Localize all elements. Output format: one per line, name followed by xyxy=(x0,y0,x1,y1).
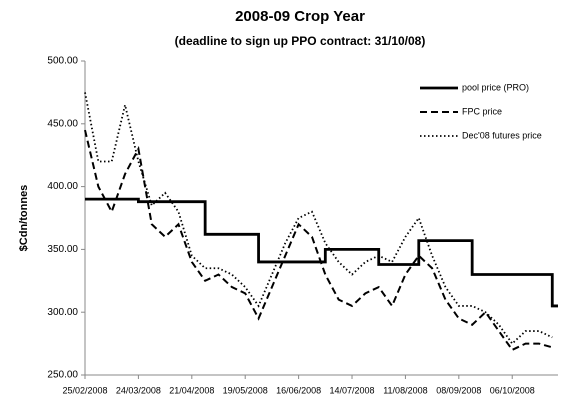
series-line xyxy=(85,197,558,308)
x-tick-label: 14/07/2008 xyxy=(329,385,374,395)
y-tick-label: 250.00 xyxy=(47,370,78,381)
y-tick-label: 500.00 xyxy=(47,56,78,67)
x-tick-label: 08/09/2008 xyxy=(436,385,481,395)
chart-subtitle: (deadline to sign up PPO contract: 31/10… xyxy=(175,34,426,48)
x-tick-label: 19/05/2008 xyxy=(223,385,268,395)
x-tick-label: 21/04/2008 xyxy=(169,385,214,395)
y-tick-label: 300.00 xyxy=(47,307,78,318)
x-tick-label: 24/03/2008 xyxy=(116,385,161,395)
x-tick-label: 16/06/2008 xyxy=(276,385,321,395)
x-tick-label: 06/10/2008 xyxy=(490,385,535,395)
legend-label: pool price (PRO) xyxy=(462,82,529,92)
series-line xyxy=(84,92,553,345)
series-line xyxy=(84,129,553,352)
x-tick-label: 11/08/2008 xyxy=(383,385,427,395)
legend-label: FPC price xyxy=(462,106,502,116)
chart-title: 2008-09 Crop Year xyxy=(235,8,365,25)
y-axis-label: $Cdn/tonnes xyxy=(18,185,30,252)
y-tick-label: 450.00 xyxy=(47,118,78,129)
legend-label: Dec'08 futures price xyxy=(462,130,542,140)
y-tick-label: 400.00 xyxy=(47,181,78,192)
x-tick-label: 25/02/2008 xyxy=(62,385,107,395)
y-tick-label: 350.00 xyxy=(47,244,78,255)
